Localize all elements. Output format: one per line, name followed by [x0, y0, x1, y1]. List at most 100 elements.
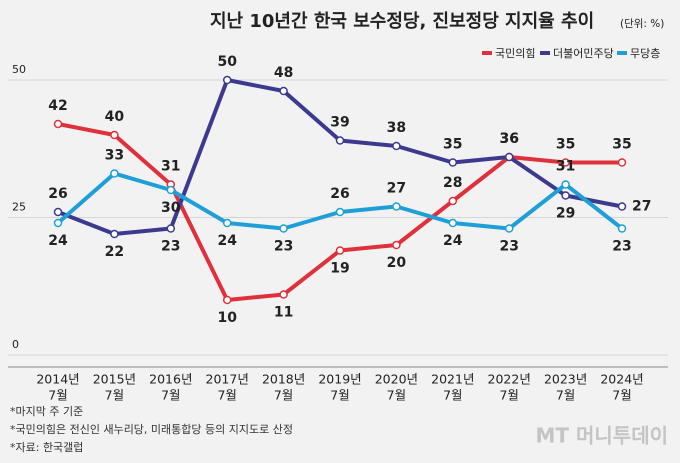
legend-item: 무당층	[617, 47, 660, 60]
value-label: 39	[330, 115, 349, 131]
point	[617, 224, 627, 233]
point	[561, 180, 570, 189]
x-tick-label: 7월	[274, 388, 293, 403]
point	[53, 218, 63, 228]
value-label: 23	[161, 239, 180, 255]
x-tick-label: 7월	[612, 388, 631, 403]
value-label: 29	[556, 206, 575, 222]
value-label: 33	[105, 148, 124, 164]
value-label: 22	[105, 244, 124, 260]
point	[335, 136, 345, 145]
x-tick-label: 2019년	[318, 372, 361, 387]
y-tick-label: 25	[12, 201, 26, 214]
point	[561, 158, 570, 167]
point	[279, 86, 288, 96]
value-label: 23	[274, 239, 293, 255]
point	[448, 218, 458, 228]
point	[110, 130, 119, 140]
x-tick-label: 2014년	[36, 372, 79, 387]
value-label: 10	[217, 310, 237, 326]
point	[561, 191, 570, 200]
x-tick-label: 2016년	[149, 372, 192, 387]
x-tick-label: 7월	[217, 388, 236, 403]
value-label: 31	[161, 159, 180, 175]
legend-item: 더불어민주당	[540, 47, 614, 60]
value-label: 50	[217, 54, 237, 70]
point	[222, 295, 232, 305]
point	[222, 75, 232, 85]
value-label: 19	[330, 261, 349, 277]
x-tick-label: 2017년	[206, 372, 249, 387]
point	[110, 229, 119, 239]
point	[222, 218, 232, 228]
value-label: 42	[48, 98, 67, 114]
x-tick-label: 2015년	[93, 372, 136, 387]
x-tick-label: 2018년	[262, 372, 305, 387]
watermark: MT 머니투데이	[535, 424, 668, 448]
value-label: 23	[499, 239, 518, 255]
value-label: 20	[387, 255, 407, 271]
value-label: 30	[161, 200, 181, 216]
point	[392, 240, 401, 250]
value-label: 26	[330, 186, 349, 202]
x-tick-label: 2021년	[431, 372, 474, 387]
x-tick-label: 7월	[330, 388, 349, 403]
value-label: 31	[556, 159, 575, 175]
value-label: 35	[443, 137, 462, 153]
point	[448, 196, 458, 206]
point	[392, 141, 401, 151]
value-label: 11	[274, 305, 293, 321]
note: *자료: 한국갤럽	[10, 440, 83, 454]
legend-label: 국민의힘	[495, 47, 535, 60]
point	[110, 169, 119, 178]
y-tick-label: 0	[12, 338, 19, 351]
value-label: 40	[105, 109, 125, 125]
point	[617, 202, 627, 211]
value-label: 26	[48, 186, 67, 202]
point	[504, 224, 514, 233]
value-label: 35	[612, 137, 631, 153]
unit-note: (단위: %)	[620, 17, 664, 30]
value-label: 28	[443, 175, 462, 191]
value-label: 36	[499, 131, 518, 147]
x-tick-label: 7월	[556, 388, 575, 403]
legend-item: 국민의힘	[482, 47, 535, 60]
value-label: 38	[387, 120, 406, 136]
x-tick-label: 2020년	[375, 372, 418, 387]
point	[279, 224, 288, 233]
value-label: 27	[387, 181, 406, 197]
point	[392, 202, 401, 211]
note: *국민의힘은 전신인 새누리당, 미래통합당 등의 지지도로 산정	[10, 423, 293, 436]
x-tick-label: 2023년	[544, 372, 587, 387]
point	[166, 224, 176, 233]
legend-label: 무당층	[630, 47, 660, 60]
point	[617, 158, 627, 167]
point	[53, 207, 63, 217]
point	[166, 185, 176, 195]
point	[279, 290, 288, 299]
value-label: 24	[48, 233, 68, 249]
x-tick-label: 2024년	[600, 372, 643, 387]
x-tick-label: 7월	[48, 388, 67, 403]
point	[335, 207, 345, 217]
point	[335, 246, 345, 255]
value-label: 36	[499, 131, 518, 147]
point	[504, 152, 514, 162]
value-label: 24	[443, 233, 463, 249]
x-tick-label: 7월	[443, 388, 462, 403]
x-tick-label: 2022년	[488, 372, 531, 387]
y-tick-label: 50	[12, 63, 26, 76]
value-label: 35	[556, 137, 575, 153]
value-label: 24	[217, 233, 237, 249]
value-label: 27	[632, 199, 651, 215]
value-label: 48	[274, 65, 293, 81]
x-tick-label: 7월	[387, 388, 406, 403]
x-tick-label: 7월	[105, 388, 124, 403]
point	[448, 158, 458, 167]
point	[53, 119, 63, 129]
chart-title: 지난 10년간 한국 보수정당, 진보정당 지지율 추이	[210, 11, 594, 32]
note: *마지막 주 기준	[10, 405, 83, 418]
value-label: 23	[612, 239, 631, 255]
legend-label: 더불어민주당	[553, 47, 614, 60]
